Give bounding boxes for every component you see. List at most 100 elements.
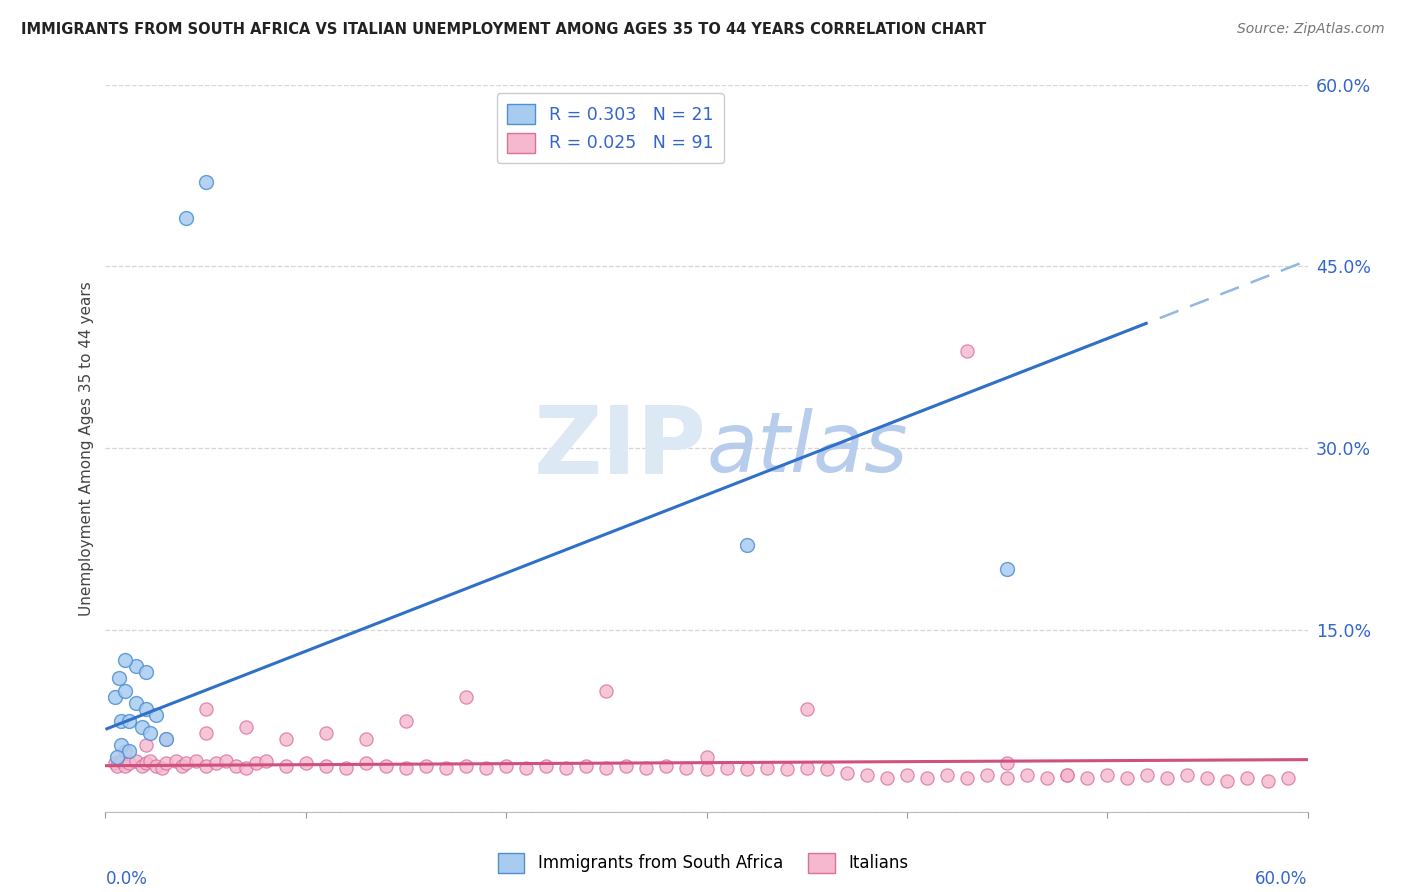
Point [204, 756, 226, 771]
Point [118, 714, 141, 728]
Point [315, 758, 337, 772]
Point [124, 696, 146, 710]
Point [636, 761, 658, 775]
Point [1015, 768, 1038, 782]
Point [956, 344, 979, 359]
Point [454, 690, 477, 704]
Point [194, 758, 217, 772]
Point [995, 771, 1018, 785]
Text: 0.0%: 0.0% [105, 870, 148, 888]
Text: 60.0%: 60.0% [1256, 870, 1308, 888]
Point [108, 672, 131, 686]
Point [1097, 768, 1119, 782]
Point [170, 758, 193, 772]
Point [515, 761, 537, 775]
Point [315, 726, 337, 740]
Point [374, 758, 398, 772]
Point [855, 768, 877, 782]
Point [1197, 771, 1219, 785]
Point [145, 758, 167, 772]
Point [184, 754, 207, 768]
Point [104, 756, 127, 771]
Point [735, 538, 758, 552]
Point [124, 754, 146, 768]
Point [135, 702, 157, 716]
Point [454, 758, 477, 772]
Point [135, 665, 157, 680]
Point [114, 683, 136, 698]
Point [114, 758, 136, 772]
Point [138, 754, 160, 768]
Point [110, 714, 132, 728]
Point [976, 768, 998, 782]
Point [395, 714, 418, 728]
Point [995, 756, 1018, 771]
Point [335, 761, 357, 775]
Point [194, 702, 217, 716]
Point [131, 720, 153, 734]
Text: ZIP: ZIP [534, 402, 707, 494]
Point [815, 762, 838, 776]
Point [915, 771, 938, 785]
Text: atlas: atlas [707, 408, 908, 489]
Point [655, 758, 678, 772]
Point [1256, 774, 1278, 789]
Point [1236, 771, 1258, 785]
Point [135, 738, 157, 752]
Point [118, 744, 141, 758]
Point [1277, 771, 1299, 785]
Y-axis label: Unemployment Among Ages 35 to 44 years: Unemployment Among Ages 35 to 44 years [79, 281, 94, 615]
Point [145, 707, 167, 722]
Legend: Immigrants from South Africa, Italians: Immigrants from South Africa, Italians [491, 847, 915, 880]
Point [135, 756, 157, 771]
Point [155, 731, 177, 746]
Point [415, 758, 437, 772]
Point [555, 761, 578, 775]
Point [1216, 774, 1239, 789]
Point [1116, 771, 1139, 785]
Point [104, 690, 127, 704]
Point [245, 756, 267, 771]
Point [534, 758, 557, 772]
Point [194, 726, 217, 740]
Point [956, 771, 979, 785]
Point [235, 720, 257, 734]
Point [434, 761, 457, 775]
Point [110, 738, 132, 752]
Point [995, 562, 1018, 576]
Point [150, 761, 173, 775]
Point [1076, 771, 1098, 785]
Point [575, 758, 598, 772]
Point [936, 768, 959, 782]
Point [796, 702, 818, 716]
Point [716, 761, 738, 775]
Point [254, 754, 277, 768]
Point [155, 731, 177, 746]
Point [165, 754, 187, 768]
Point [354, 756, 377, 771]
Point [735, 762, 758, 776]
Point [755, 761, 778, 775]
Point [225, 758, 247, 772]
Point [896, 768, 918, 782]
Point [1175, 768, 1198, 782]
Point [835, 766, 858, 780]
Point [174, 211, 197, 225]
Text: IMMIGRANTS FROM SOUTH AFRICA VS ITALIAN UNEMPLOYMENT AMONG AGES 35 TO 44 YEARS C: IMMIGRANTS FROM SOUTH AFRICA VS ITALIAN … [21, 22, 987, 37]
Point [796, 761, 818, 775]
Point [475, 761, 498, 775]
Point [616, 758, 638, 772]
Point [1036, 771, 1059, 785]
Point [131, 758, 153, 772]
Point [114, 653, 136, 667]
Point [354, 731, 377, 746]
Point [696, 750, 718, 764]
Point [118, 756, 141, 771]
Point [1156, 771, 1178, 785]
Point [776, 762, 799, 776]
Legend: R = 0.303   N = 21, R = 0.025   N = 91: R = 0.303 N = 21, R = 0.025 N = 91 [496, 94, 724, 163]
Point [675, 761, 697, 775]
Point [495, 758, 517, 772]
Point [295, 756, 318, 771]
Point [124, 659, 146, 673]
